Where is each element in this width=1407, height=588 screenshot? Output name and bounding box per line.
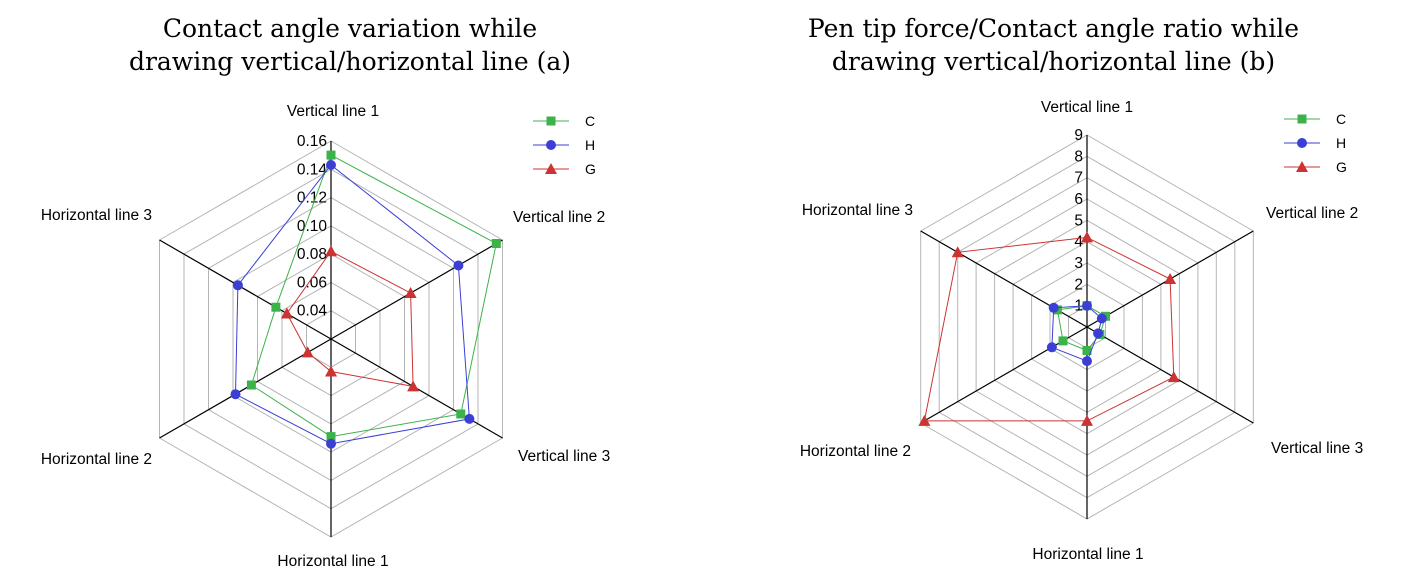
tick-label: 8 — [1074, 148, 1083, 165]
tick-label: 0.14 — [297, 161, 328, 178]
tick-label: 5 — [1074, 212, 1083, 229]
chart-title-b-line-2: drawing vertical/horizontal line (b) — [831, 47, 1276, 76]
tick-label: 3 — [1074, 255, 1083, 272]
chart-title-a-line-1: Contact angle variation while — [162, 14, 538, 43]
axis-label-3: Vertical line 3 — [518, 448, 610, 465]
chart-title-b: Pen tip force/Contact angle ratio while … — [700, 12, 1407, 78]
chart-title-b-line-1: Pen tip force/Contact angle ratio while — [807, 14, 1300, 43]
data-point-H — [326, 160, 336, 170]
chart-title-a-line-2: drawing vertical/horizontal line (a) — [128, 47, 572, 76]
tick-label: 7 — [1074, 170, 1083, 187]
data-point-C — [491, 239, 501, 248]
data-point-H — [453, 260, 464, 271]
tick-label: 0.16 — [297, 133, 327, 150]
radar-chart-a: Contact angle variation while drawing ve… — [0, 0, 700, 588]
tick-label: 0.08 — [297, 246, 327, 263]
data-point-C — [1058, 336, 1068, 346]
legend-marker-G — [1296, 161, 1308, 172]
legend-marker-H — [546, 140, 556, 150]
data-point-C — [456, 409, 466, 419]
tick-label: 2 — [1074, 276, 1083, 293]
data-point-C — [1082, 346, 1092, 355]
data-point-G — [951, 246, 964, 258]
legend-marker-H — [1297, 138, 1307, 148]
data-point-G — [407, 380, 420, 392]
legend-label-H: H — [1336, 135, 1346, 151]
data-point-G — [1164, 273, 1177, 284]
data-point-G — [1167, 371, 1180, 383]
data-point-G — [280, 307, 293, 319]
data-point-H — [1046, 342, 1057, 353]
tick-label: 0.06 — [297, 274, 327, 291]
legend-marker-C — [546, 116, 556, 126]
legend-marker-G — [545, 163, 557, 174]
radar-chart-b: Pen tip force/Contact angle ratio while … — [700, 0, 1407, 588]
data-point-G — [325, 365, 337, 377]
data-point-G — [1081, 231, 1093, 243]
data-point-H — [1082, 300, 1092, 311]
data-point-H — [1096, 313, 1107, 324]
axis-label-4: Horizontal line 1 — [1032, 546, 1143, 563]
tick-label: 0.10 — [297, 218, 328, 235]
axis-label-6: Horizontal line 3 — [802, 202, 913, 219]
data-point-H — [464, 413, 475, 424]
axis-label-3: Vertical line 3 — [1271, 440, 1363, 457]
data-point-H — [1082, 356, 1092, 367]
data-point-C — [246, 380, 256, 390]
tick-label: 4 — [1074, 234, 1083, 251]
legend-label-G: G — [585, 161, 596, 177]
tick-label: 0.04 — [297, 303, 328, 320]
tick-label: 0.12 — [297, 190, 327, 207]
axis-label-4: Horizontal line 1 — [277, 553, 388, 570]
axis-spoke-5 — [159, 338, 332, 439]
legend-label-H: H — [585, 137, 595, 153]
data-point-C — [326, 432, 336, 442]
data-point-H — [1093, 328, 1104, 339]
tick-label: 9 — [1074, 127, 1083, 144]
tick-label: 6 — [1074, 191, 1083, 208]
data-point-C — [271, 302, 281, 312]
radar-plot-a: 0.04 0.06 0.08 0.10 0.12 0.14 0.16 Vertical lin… — [41, 103, 610, 570]
data-point-C — [326, 150, 336, 160]
axis-spoke-3 — [1086, 326, 1254, 424]
axis-label-6: Horizontal line 3 — [41, 207, 152, 224]
axis-label-1: Vertical line 1 — [1041, 99, 1133, 116]
series-line-G — [923, 236, 1175, 422]
data-point-H — [230, 389, 241, 400]
axis-label-2: Vertical line 2 — [513, 209, 605, 226]
legend-label-C: C — [585, 113, 595, 129]
data-point-G — [301, 346, 314, 358]
axis-spoke-2 — [330, 239, 503, 340]
legend-label-C: C — [1336, 111, 1346, 127]
legend-marker-C — [1297, 114, 1307, 124]
axis-label-1: Vertical line 1 — [287, 103, 379, 120]
data-point-G — [1081, 414, 1093, 426]
series-line-C — [250, 154, 497, 438]
data-point-H — [1048, 302, 1059, 313]
legend-label-G: G — [1336, 159, 1347, 175]
data-point-H — [232, 280, 243, 291]
data-point-G — [918, 414, 931, 426]
axis-label-5: Horizontal line 2 — [41, 451, 152, 468]
axis-label-5: Horizontal line 2 — [800, 443, 911, 460]
data-point-G — [325, 245, 337, 257]
axis-spoke-6 — [159, 239, 332, 340]
data-point-G — [404, 287, 417, 298]
data-point-H — [326, 438, 336, 449]
chart-title-a: Contact angle variation while drawing ve… — [0, 12, 700, 78]
axis-label-2: Vertical line 2 — [1266, 205, 1358, 222]
